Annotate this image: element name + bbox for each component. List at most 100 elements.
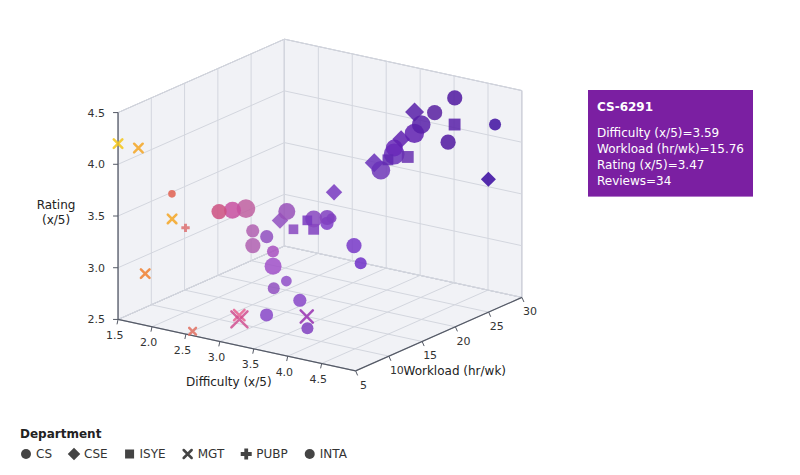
- y-tick-label: 30: [523, 305, 537, 318]
- point: [365, 153, 384, 172]
- x-axis-line: [118, 319, 356, 370]
- x-tick-label: 4.0: [276, 366, 294, 379]
- legend-marker: [21, 449, 31, 459]
- grid-line: [284, 246, 522, 297]
- point: [168, 215, 177, 224]
- y-tick: [489, 312, 491, 317]
- z-tick: [113, 164, 118, 165]
- z-tick-label: 3.0: [88, 262, 106, 275]
- point: [267, 246, 279, 258]
- x-tick: [117, 319, 118, 324]
- x-tick-label: 3.5: [242, 358, 260, 371]
- z-tick-label: 3.5: [88, 210, 106, 223]
- grid-line: [118, 319, 356, 370]
- y-tick-label: 20: [456, 335, 470, 348]
- grid-line: [284, 143, 522, 194]
- grid-line: [220, 268, 386, 341]
- y-tick-label: 25: [490, 320, 504, 333]
- x-tick-label: 3.0: [208, 351, 226, 364]
- point: [281, 276, 292, 287]
- chart-svg: 1.52.02.53.03.54.04.5510152025302.53.03.…: [0, 0, 800, 475]
- annotation-text: Difficulty (x/5)=3.59Workload (hr/wk)=15…: [597, 126, 744, 188]
- y-axis-line: [356, 297, 522, 370]
- point: [392, 130, 410, 148]
- point: [481, 172, 496, 187]
- legend-label: CSE: [84, 447, 108, 461]
- grid-line: [322, 290, 488, 363]
- point: [301, 322, 313, 334]
- legend-label: PUBP: [256, 447, 288, 461]
- point: [346, 238, 361, 253]
- y-tick: [422, 341, 424, 346]
- legend-label: CS: [36, 447, 52, 461]
- pane: [118, 39, 284, 319]
- point: [268, 282, 280, 294]
- pane: [284, 39, 522, 297]
- point: [114, 139, 123, 148]
- z-tick-label: 4.0: [88, 158, 106, 171]
- point: [265, 258, 282, 275]
- legend-marker: [305, 449, 315, 459]
- x-tick: [287, 356, 288, 361]
- x-axis-label: Difficulty (x/5): [186, 375, 271, 389]
- z-tick: [113, 216, 118, 217]
- z-tick: [113, 319, 118, 320]
- grid-line: [218, 275, 456, 326]
- z-tick: [113, 112, 118, 113]
- point: [260, 230, 273, 243]
- x-tick: [219, 341, 220, 346]
- point: [278, 203, 295, 220]
- grid-line: [251, 261, 489, 312]
- point: [405, 102, 424, 121]
- point: [489, 119, 501, 131]
- legend-title: Department: [20, 427, 102, 441]
- panes: [118, 39, 522, 371]
- y-tick: [455, 327, 457, 332]
- x-tick-label: 1.5: [106, 329, 124, 342]
- point: [246, 224, 259, 237]
- legend-marker: [125, 450, 134, 459]
- x-tick: [253, 349, 254, 354]
- point: [289, 224, 299, 234]
- y-axis-label: Workload (hr/wk): [403, 364, 506, 378]
- grid-line: [254, 275, 420, 348]
- grid: [118, 39, 522, 371]
- point: [181, 224, 189, 232]
- legend-marker: [68, 448, 81, 461]
- y-tick: [389, 356, 391, 361]
- grid-line: [151, 305, 389, 356]
- y-tick-label: 15: [423, 349, 437, 362]
- point: [427, 105, 442, 120]
- point: [211, 204, 226, 219]
- grid-line: [288, 283, 454, 356]
- y-tick-label: 5: [360, 379, 367, 392]
- legend-marker: [241, 449, 252, 460]
- y-tick: [522, 297, 524, 302]
- point: [355, 257, 367, 269]
- z-axis-label: Rating(x/5): [37, 198, 76, 227]
- y-tick: [356, 371, 358, 376]
- x-tick-label: 2.5: [174, 344, 192, 357]
- grid-line: [284, 39, 522, 90]
- point: [245, 238, 260, 253]
- legend: DepartmentCSCSEISYEMGTPUBPINTA: [20, 427, 348, 461]
- z-tick-label: 4.5: [88, 107, 106, 120]
- chart-container: 1.52.02.53.03.54.04.5510152025302.53.03.…: [0, 0, 800, 475]
- z-tick-label: 2.5: [88, 313, 106, 326]
- axes: 1.52.02.53.03.54.04.5510152025302.53.03.…: [37, 107, 537, 392]
- y-tick-label: 10: [390, 364, 404, 377]
- annotation-label: CS-6291: [597, 100, 653, 114]
- point: [449, 119, 461, 131]
- x-tick: [321, 363, 322, 368]
- legend-label: ISYE: [140, 447, 166, 461]
- x-tick: [151, 327, 152, 332]
- point: [440, 135, 455, 150]
- grid-line: [118, 39, 284, 112]
- point: [141, 269, 150, 278]
- annotation: CS-6291 Difficulty (x/5)=3.59Workload (hr…: [588, 90, 753, 197]
- point: [383, 154, 394, 165]
- point: [447, 90, 462, 105]
- point: [224, 202, 241, 219]
- legend-marker: [184, 450, 192, 458]
- grid-line: [284, 246, 522, 297]
